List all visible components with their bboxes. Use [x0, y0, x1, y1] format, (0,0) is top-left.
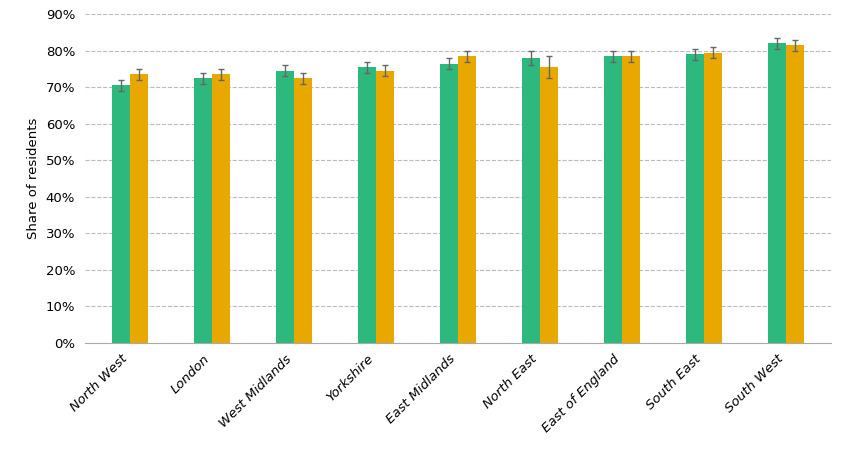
Bar	[522, 58, 540, 343]
Bar	[276, 71, 294, 343]
Y-axis label: Share of residents: Share of residents	[27, 118, 40, 239]
Bar	[112, 86, 130, 343]
Bar	[130, 75, 148, 343]
Bar	[686, 54, 704, 343]
Bar	[540, 67, 558, 343]
Bar	[458, 56, 476, 343]
Bar	[294, 78, 312, 343]
Bar	[768, 43, 786, 343]
Bar	[440, 64, 458, 343]
Bar	[622, 56, 640, 343]
Bar	[212, 75, 230, 343]
Bar	[704, 53, 722, 343]
Bar	[786, 45, 804, 343]
Bar	[376, 71, 394, 343]
Bar	[194, 78, 212, 343]
Bar	[604, 56, 622, 343]
Bar	[358, 67, 376, 343]
